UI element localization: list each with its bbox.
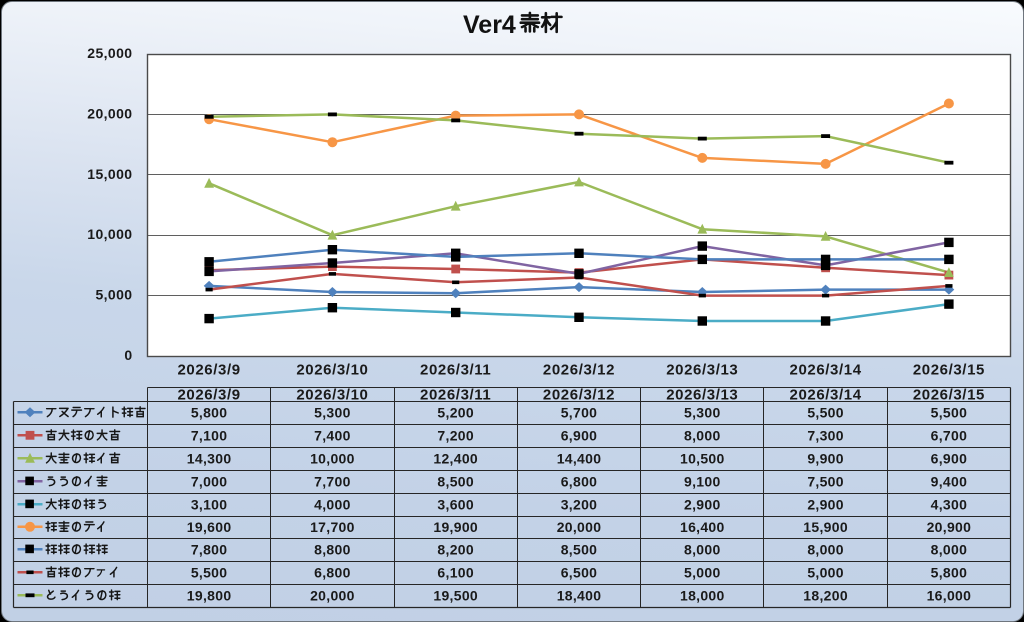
svg-text:4,300: 4,300 <box>931 496 968 512</box>
svg-text:18,000: 18,000 <box>680 587 725 603</box>
svg-text:20,900: 20,900 <box>927 519 972 535</box>
svg-text:2,900: 2,900 <box>684 496 721 512</box>
svg-text:5,300: 5,300 <box>314 404 351 420</box>
svg-text:5,000: 5,000 <box>807 564 844 580</box>
svg-text:6,500: 6,500 <box>561 564 598 580</box>
svg-text:2026/3/15: 2026/3/15 <box>913 387 985 404</box>
svg-text:2026/3/12: 2026/3/12 <box>543 387 615 404</box>
svg-text:10,000: 10,000 <box>310 450 355 466</box>
svg-text:5,800: 5,800 <box>931 564 968 580</box>
svg-text:7,000: 7,000 <box>191 473 228 489</box>
svg-text:5,200: 5,200 <box>437 404 474 420</box>
svg-text:7,800: 7,800 <box>191 541 228 557</box>
svg-text:5,000: 5,000 <box>95 287 132 303</box>
svg-text:3,200: 3,200 <box>561 496 598 512</box>
svg-text:5,500: 5,500 <box>807 404 844 420</box>
svg-text:2026/3/14: 2026/3/14 <box>790 387 862 404</box>
svg-text:19,500: 19,500 <box>433 587 478 603</box>
svg-text:8,500: 8,500 <box>561 541 598 557</box>
svg-text:20,000: 20,000 <box>87 105 132 121</box>
svg-text:9,100: 9,100 <box>684 473 721 489</box>
svg-text:20,000: 20,000 <box>557 519 602 535</box>
svg-text:5,500: 5,500 <box>191 564 228 580</box>
svg-text:7,400: 7,400 <box>314 427 351 443</box>
svg-text:16,000: 16,000 <box>927 587 972 603</box>
svg-text:8,000: 8,000 <box>931 541 968 557</box>
svg-text:7,300: 7,300 <box>807 427 844 443</box>
svg-text:2026/3/15: 2026/3/15 <box>913 362 985 379</box>
svg-text:2026/3/11: 2026/3/11 <box>420 387 491 404</box>
svg-text:8,200: 8,200 <box>437 541 474 557</box>
svg-text:5,700: 5,700 <box>561 404 598 420</box>
svg-text:8,800: 8,800 <box>314 541 351 557</box>
svg-text:5,800: 5,800 <box>191 404 228 420</box>
svg-text:2026/3/12: 2026/3/12 <box>543 362 615 379</box>
svg-text:8,000: 8,000 <box>684 427 721 443</box>
svg-text:6,100: 6,100 <box>437 564 474 580</box>
svg-text:6,800: 6,800 <box>561 473 598 489</box>
svg-text:25,000: 25,000 <box>87 45 132 61</box>
svg-text:8,000: 8,000 <box>807 541 844 557</box>
svg-text:6,700: 6,700 <box>931 427 968 443</box>
svg-text:19,600: 19,600 <box>187 519 232 535</box>
svg-text:9,400: 9,400 <box>931 473 968 489</box>
svg-text:2,900: 2,900 <box>807 496 844 512</box>
svg-text:14,300: 14,300 <box>187 450 232 466</box>
svg-text:15,000: 15,000 <box>87 166 132 182</box>
svg-text:0: 0 <box>124 347 132 363</box>
svg-text:9,900: 9,900 <box>807 450 844 466</box>
svg-text:7,500: 7,500 <box>807 473 844 489</box>
svg-text:6,900: 6,900 <box>561 427 598 443</box>
svg-text:18,200: 18,200 <box>803 587 848 603</box>
svg-text:Ver4: Ver4 <box>463 11 516 39</box>
svg-text:17,700: 17,700 <box>310 519 355 535</box>
svg-text:14,400: 14,400 <box>557 450 602 466</box>
svg-text:8,000: 8,000 <box>684 541 721 557</box>
svg-text:2026/3/10: 2026/3/10 <box>296 387 368 404</box>
svg-text:3,600: 3,600 <box>437 496 474 512</box>
svg-text:8,500: 8,500 <box>437 473 474 489</box>
svg-text:2026/3/10: 2026/3/10 <box>296 362 368 379</box>
svg-text:6,900: 6,900 <box>931 450 968 466</box>
svg-text:7,700: 7,700 <box>314 473 351 489</box>
svg-text:2026/3/9: 2026/3/9 <box>177 362 240 379</box>
svg-text:10,500: 10,500 <box>680 450 725 466</box>
svg-text:2026/3/9: 2026/3/9 <box>177 387 240 404</box>
svg-text:16,400: 16,400 <box>680 519 725 535</box>
svg-text:20,000: 20,000 <box>310 587 355 603</box>
svg-text:19,900: 19,900 <box>433 519 478 535</box>
svg-text:5,000: 5,000 <box>684 564 721 580</box>
svg-text:2026/3/13: 2026/3/13 <box>666 387 738 404</box>
svg-text:7,200: 7,200 <box>437 427 474 443</box>
svg-text:18,400: 18,400 <box>557 587 602 603</box>
svg-text:19,800: 19,800 <box>187 587 232 603</box>
svg-text:7,100: 7,100 <box>191 427 228 443</box>
svg-text:10,000: 10,000 <box>87 226 132 242</box>
svg-text:4,000: 4,000 <box>314 496 351 512</box>
svg-text:5,300: 5,300 <box>684 404 721 420</box>
svg-text:15,900: 15,900 <box>803 519 848 535</box>
svg-text:3,100: 3,100 <box>191 496 228 512</box>
svg-text:6,800: 6,800 <box>314 564 351 580</box>
svg-text:2026/3/13: 2026/3/13 <box>666 362 738 379</box>
svg-text:5,500: 5,500 <box>931 404 968 420</box>
svg-text:2026/3/11: 2026/3/11 <box>420 362 491 379</box>
svg-text:12,400: 12,400 <box>433 450 478 466</box>
svg-text:2026/3/14: 2026/3/14 <box>790 362 862 379</box>
